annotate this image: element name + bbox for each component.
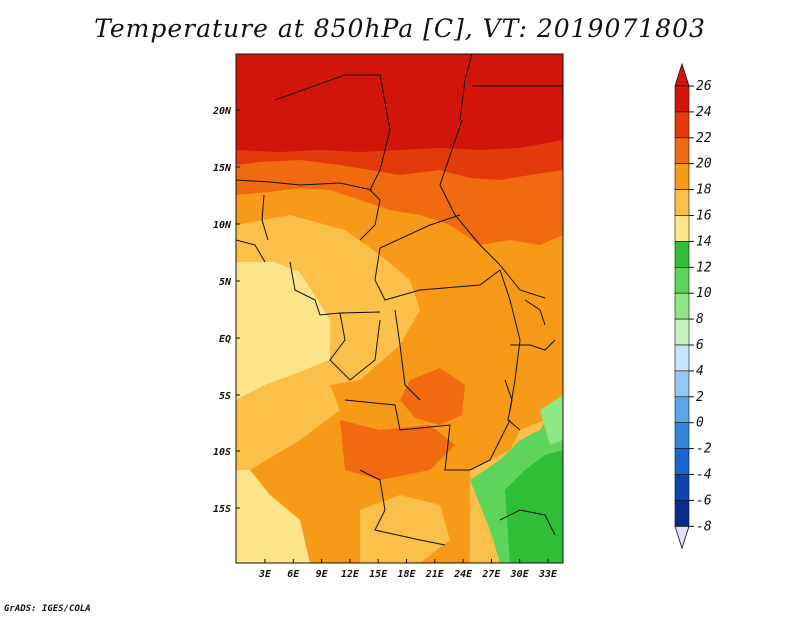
field-band-22-south [340, 420, 455, 480]
colorbar-swatch [674, 474, 690, 501]
lat-label: 5S [219, 391, 231, 402]
border-line [261, 194, 269, 241]
colorbar-swatch [674, 266, 690, 294]
border-line [236, 239, 266, 263]
colorbar-swatch [674, 344, 690, 372]
colorbar-label: 20 [696, 157, 712, 172]
colorbar-swatch [674, 85, 690, 113]
colorbar-label: -8 [696, 519, 712, 534]
grads-credit: GrADS: IGES/COLA [4, 604, 91, 614]
colorbar-label: 18 [696, 183, 712, 198]
colorbar-swatch [674, 241, 690, 268]
field-band-22-central [400, 368, 465, 425]
border-line [359, 469, 446, 546]
colorbar-under-arrow [674, 525, 690, 550]
field-band-18-west-b [236, 372, 340, 470]
colorbar-swatch [674, 500, 690, 527]
lon-label: 24E [453, 569, 473, 580]
border-line [374, 247, 501, 301]
colorbar-swatch [674, 396, 690, 423]
map-frame [235, 53, 564, 564]
lon-label: 3E [258, 569, 272, 580]
longitude-labels: 3E 6E 9E 12E 15E 18E 21E 24E 27E 30E 33E [258, 559, 558, 580]
colorbar-over-arrow [674, 62, 690, 87]
border-line [344, 399, 470, 471]
colorbar-swatch [674, 448, 690, 475]
latitude-labels: 20N 15N 10N 5N EQ 5S 10S 15S [212, 106, 240, 515]
lon-label: 30E [510, 569, 530, 580]
colorbar-label: 8 [696, 312, 704, 327]
colorbar-label: -6 [696, 493, 712, 508]
map-title: Temperature at 850hPa [C], VT: 201907180… [94, 14, 706, 43]
lon-label: 33E [538, 569, 558, 580]
border-line [394, 309, 421, 401]
field-band-16-west [236, 262, 330, 400]
colorbar-label: 2 [696, 390, 704, 405]
colorbar-label: 12 [696, 260, 712, 275]
border-line [524, 299, 546, 326]
lat-label: 10N [213, 220, 232, 231]
colorbar-label: 0 [696, 416, 704, 431]
colorbar-label: 24 [696, 105, 712, 120]
colorbar-swatch [674, 215, 690, 242]
border-line [289, 261, 381, 316]
colorbar-label: 22 [696, 131, 712, 146]
border-line [329, 312, 381, 381]
lon-label: 18E [397, 569, 416, 580]
lat-label: 20N [212, 106, 232, 117]
lat-label: 15N [213, 163, 232, 174]
lon-label: 27E [481, 569, 501, 580]
field-band-26-north [236, 54, 563, 152]
colorbar-label: 26 [696, 79, 712, 94]
colorbar-swatch [674, 137, 690, 165]
colorbar-swatch [674, 292, 690, 320]
border-line [379, 214, 461, 249]
border-line [504, 379, 521, 431]
border-line [499, 509, 556, 536]
field-band-14-east [505, 450, 563, 563]
colorbar-swatch [674, 370, 690, 398]
colorbar-swatch [674, 189, 690, 216]
field-band-16-coast [236, 470, 310, 563]
colorbar-swatch [674, 422, 690, 449]
lat-label: 15S [213, 504, 231, 515]
lon-label: 15E [369, 569, 388, 580]
colorbar-label: -2 [696, 442, 712, 457]
lat-label: 10S [213, 447, 231, 458]
colorbar-swatch [674, 318, 690, 346]
lon-label: 9E [316, 569, 329, 580]
border-line [274, 74, 391, 241]
lon-label: 21E [425, 569, 445, 580]
border-line [459, 54, 473, 121]
country-borders [236, 54, 563, 546]
colorbar-label: 4 [696, 364, 704, 379]
lat-label: EQ [219, 334, 231, 345]
border-line [510, 339, 556, 351]
border-line [499, 269, 521, 411]
colorbar-swatch [674, 163, 690, 190]
border-line [236, 179, 373, 191]
colorbar-label: -4 [696, 468, 712, 483]
field-band-10-east [540, 395, 563, 445]
colorbar-label: 10 [696, 286, 712, 301]
colorbar-swatch [674, 111, 690, 139]
colorbar-label: 16 [696, 209, 712, 224]
lon-label: 12E [341, 569, 360, 580]
colorbar-label: 6 [696, 338, 704, 353]
colorbar-label: 14 [696, 234, 712, 249]
temperature-field [236, 54, 563, 563]
field-band-18-south-mid [360, 495, 450, 563]
border-line [439, 119, 546, 299]
lon-label: 6E [287, 569, 300, 580]
lat-label: 5N [219, 277, 232, 288]
field-band-18-congo [330, 310, 395, 360]
border-line [469, 419, 511, 471]
